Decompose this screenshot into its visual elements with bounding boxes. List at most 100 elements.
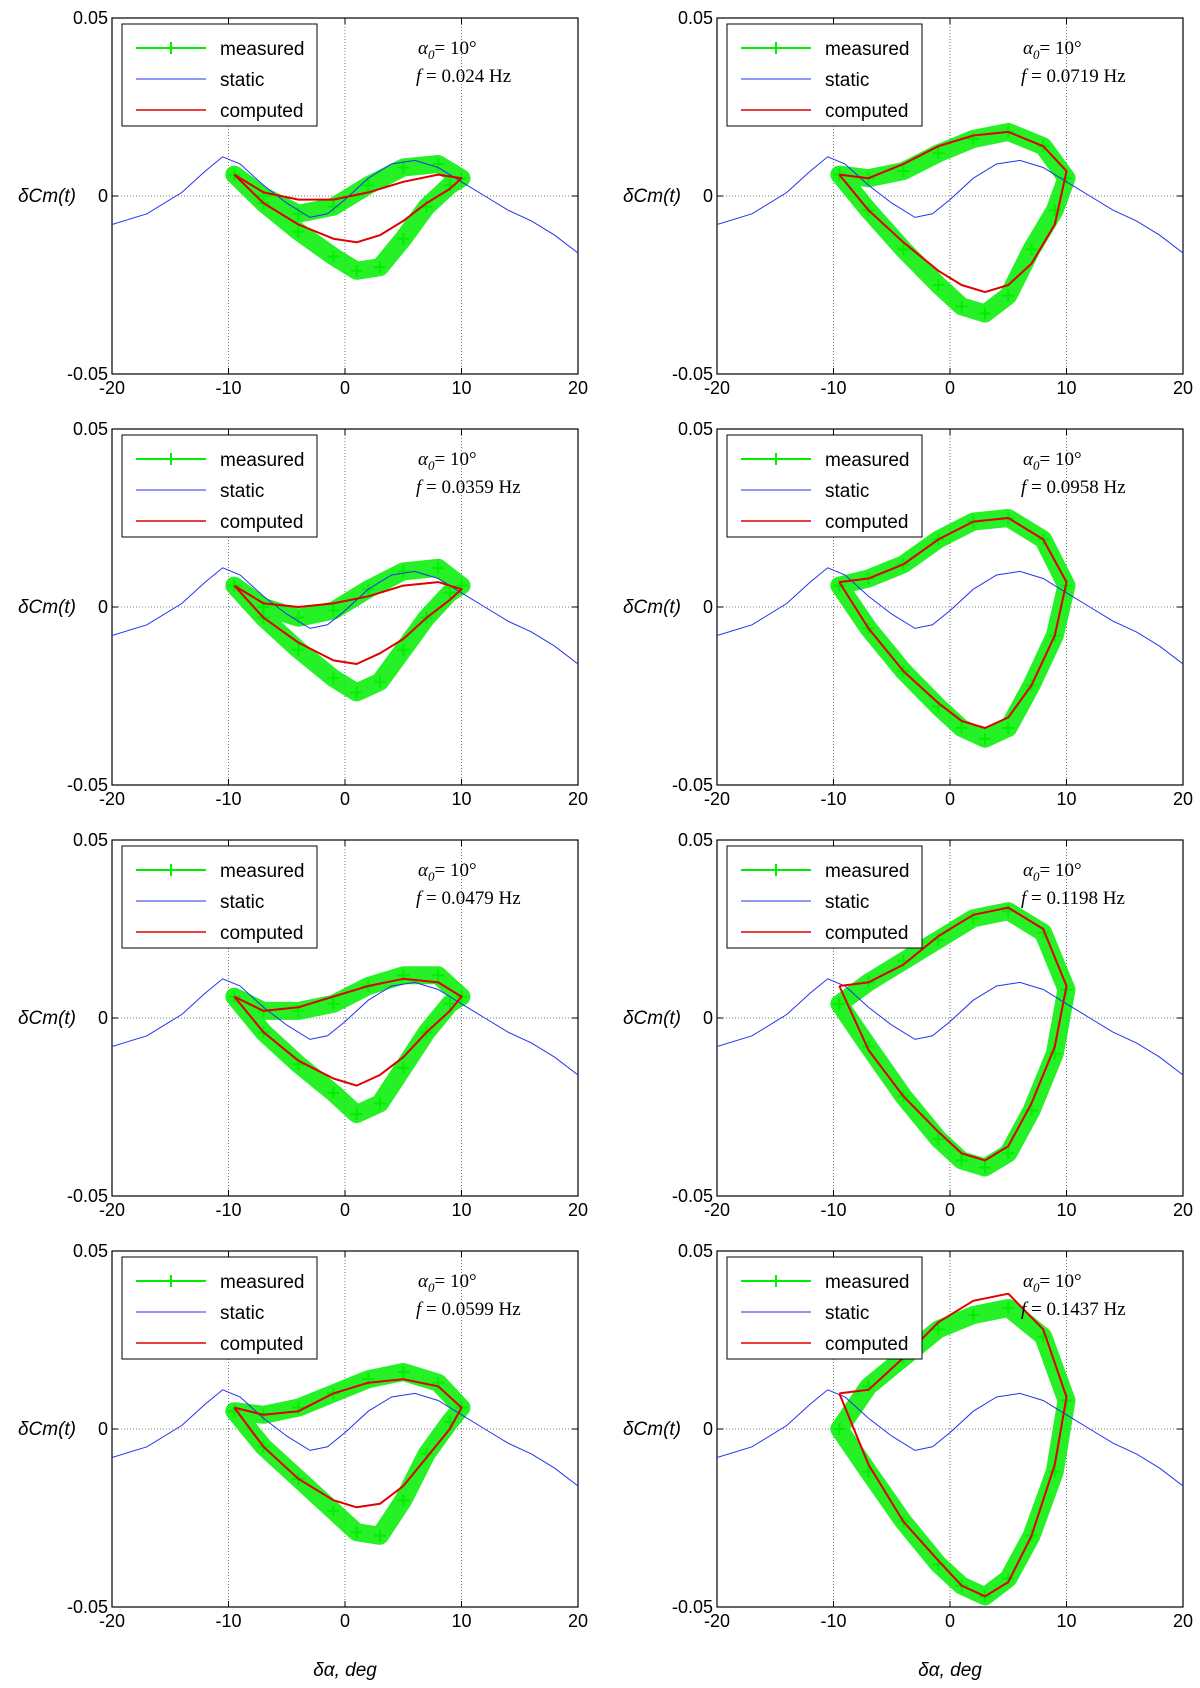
freq-value: = 0.024 Hz — [421, 66, 511, 87]
legend-label-measured: measured — [220, 39, 305, 60]
alpha-subscript: 0 — [1033, 47, 1040, 62]
legend-label-computed: computed — [220, 1334, 303, 1355]
legend-label-computed: computed — [825, 923, 908, 944]
measured-point — [327, 1086, 340, 1099]
measured-point — [432, 561, 445, 574]
y-tick-label: 0 — [703, 1419, 713, 1439]
legend-label-static: static — [220, 892, 264, 913]
x-ticks: -20 -10 0 10 20 — [99, 18, 588, 398]
legend-box — [121, 1256, 318, 1360]
x-tick-label: 0 — [945, 1200, 955, 1220]
computed-line — [838, 130, 1068, 294]
x-tick-label: 10 — [451, 378, 471, 398]
x-tick-label: 20 — [568, 1200, 588, 1220]
measured-point — [978, 307, 991, 320]
x-tick-label: 0 — [945, 1611, 955, 1631]
computed-line — [838, 906, 1068, 1162]
alpha-symbol: α — [1023, 1271, 1034, 1292]
legend-label-measured: measured — [220, 450, 305, 471]
y-tick-label: -0.05 — [672, 1597, 713, 1617]
legend-label-computed: computed — [825, 512, 908, 533]
freq-value: = 0.0719 Hz — [1026, 66, 1125, 87]
measured-point — [955, 300, 968, 313]
legend-label-computed: computed — [825, 101, 908, 122]
y-axis-label: δCm(t) — [18, 1419, 76, 1440]
legend: measured static computed — [121, 845, 318, 949]
measured-point — [1048, 1465, 1061, 1478]
grid-lines — [112, 840, 578, 1196]
x-tick-label: -20 — [704, 789, 730, 809]
x-tick-label: 0 — [340, 378, 350, 398]
measured-point — [350, 686, 363, 699]
legend-label-static: static — [825, 1303, 869, 1324]
static-line — [112, 567, 578, 665]
y-tick-label: 0.05 — [73, 1241, 108, 1261]
measured-point — [932, 1133, 945, 1146]
alpha-symbol: α — [418, 1271, 429, 1292]
legend-marker-measured — [165, 453, 177, 465]
alpha-value: = 10° — [1039, 860, 1081, 881]
annotation: α0= 10° f = 0.0958 Hz — [1021, 449, 1126, 498]
measured-point — [967, 1309, 980, 1322]
alpha-subscript: 0 — [428, 458, 435, 473]
y-tick-label: 0.05 — [678, 8, 713, 28]
series-layer — [112, 966, 578, 1124]
x-tick-label: 10 — [451, 1200, 471, 1220]
legend-label-static: static — [825, 481, 869, 502]
legend-label-static: static — [220, 70, 264, 91]
x-tick-label: 0 — [945, 789, 955, 809]
legend: measured static computed — [121, 23, 318, 127]
y-ticks: -0.05 0 0.05 — [67, 1241, 578, 1617]
y-tick-label: 0 — [98, 1008, 108, 1028]
alpha-subscript: 0 — [428, 869, 435, 884]
measured-point — [327, 672, 340, 685]
measured-point — [978, 1161, 991, 1174]
legend-box — [726, 845, 923, 949]
y-tick-label: -0.05 — [672, 364, 713, 384]
freq-symbol: f — [1021, 1299, 1029, 1320]
x-ticks: -20 -10 0 10 20 — [99, 840, 588, 1220]
x-axis-label-right: δα, deg — [918, 1660, 982, 1681]
x-tick-label: -10 — [215, 378, 241, 398]
y-tick-label: 0.05 — [73, 419, 108, 439]
frequency-annotation: f = 0.0479 Hz — [416, 888, 521, 909]
x-ticks: -20 -10 0 10 20 — [704, 840, 1193, 1220]
chart-panels: -20 -10 0 10 20 -0.05 0 0.05 δCm(t) measured stati… — [18, 8, 1193, 1631]
alpha-symbol: α — [418, 449, 429, 470]
chart-panel-r3c2: -20 -10 0 10 20 -0.05 0 0.05 δCm(t) measured stati… — [623, 830, 1193, 1220]
y-axis-label: δCm(t) — [623, 597, 681, 618]
measured-point — [897, 243, 910, 256]
x-tick-label: -10 — [215, 789, 241, 809]
y-tick-label: 0 — [98, 597, 108, 617]
x-tick-label: 0 — [340, 1200, 350, 1220]
computed-line — [233, 977, 463, 1087]
x-ticks: -20 -10 0 10 20 — [99, 1251, 588, 1631]
y-tick-label: 0 — [703, 1008, 713, 1028]
frequency-annotation: f = 0.1198 Hz — [1021, 888, 1125, 909]
measured-point — [1002, 722, 1015, 735]
static-line — [112, 1389, 578, 1487]
series-layer — [717, 509, 1183, 748]
annotation: α0= 10° f = 0.024 Hz — [416, 38, 511, 87]
measured-point — [327, 200, 340, 213]
chart-panel-r2c2: -20 -10 0 10 20 -0.05 0 0.05 δCm(t) measured stati… — [623, 419, 1193, 809]
x-tick-label: 10 — [1056, 378, 1076, 398]
x-tick-label: 0 — [945, 378, 955, 398]
legend-label-measured: measured — [825, 861, 910, 882]
measured-point — [955, 722, 968, 735]
alpha-symbol: α — [418, 38, 429, 59]
computed-line — [233, 173, 463, 244]
measured-point — [978, 732, 991, 745]
x-tick-label: -20 — [704, 1200, 730, 1220]
x-tick-label: -10 — [215, 1611, 241, 1631]
y-tick-label: 0 — [703, 597, 713, 617]
x-ticks: -20 -10 0 10 20 — [704, 1251, 1193, 1631]
alpha-value: = 10° — [434, 38, 476, 59]
alpha-annotation: α0= 10° — [418, 1271, 477, 1295]
legend-marker-measured — [770, 1275, 782, 1287]
alpha-value: = 10° — [1039, 1271, 1081, 1292]
legend-label-computed: computed — [220, 101, 303, 122]
legend: measured static computed — [726, 434, 923, 538]
measured-point — [327, 997, 340, 1010]
